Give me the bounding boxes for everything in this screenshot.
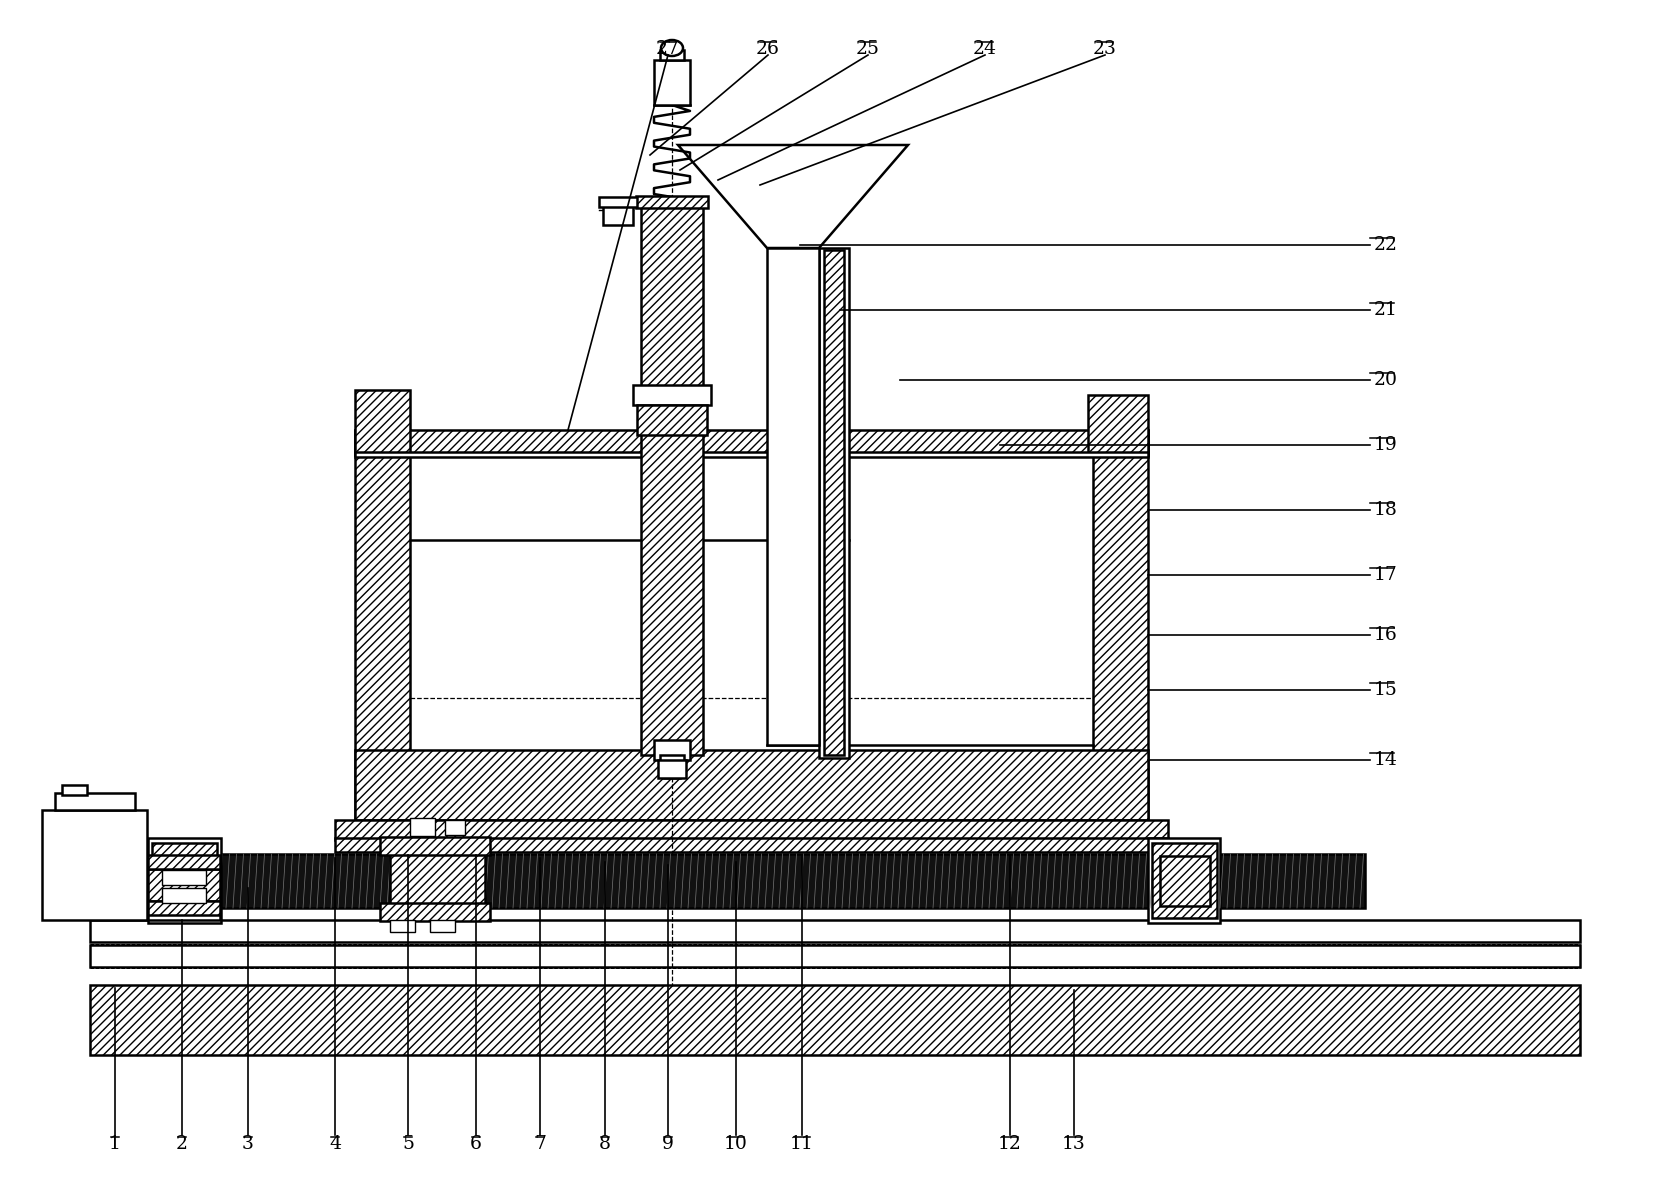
Bar xyxy=(660,49,684,60)
Bar xyxy=(380,903,490,920)
Bar xyxy=(819,248,849,758)
Bar xyxy=(635,197,707,208)
Text: 9: 9 xyxy=(662,1135,674,1153)
Bar xyxy=(354,390,410,455)
Bar xyxy=(445,820,465,834)
Bar xyxy=(211,855,1364,907)
Bar xyxy=(1093,430,1149,820)
Bar xyxy=(161,856,211,906)
Bar xyxy=(1152,843,1217,918)
Text: 4: 4 xyxy=(329,1135,341,1153)
Text: 7: 7 xyxy=(533,1135,547,1153)
Text: 25: 25 xyxy=(856,40,879,58)
Text: 23: 23 xyxy=(1093,40,1117,58)
Bar xyxy=(334,820,1169,840)
Text: 19: 19 xyxy=(1374,435,1398,454)
Text: 8: 8 xyxy=(599,1135,610,1153)
Bar xyxy=(354,750,1149,820)
Bar xyxy=(604,200,634,225)
Text: 21: 21 xyxy=(1374,301,1398,319)
Ellipse shape xyxy=(660,40,682,56)
Text: 26: 26 xyxy=(756,40,779,58)
Bar xyxy=(1088,395,1149,455)
Bar xyxy=(149,855,221,869)
Bar xyxy=(654,60,691,105)
Text: 12: 12 xyxy=(998,1135,1022,1153)
Bar xyxy=(90,985,1580,1055)
Text: 16: 16 xyxy=(1374,626,1398,644)
Bar xyxy=(149,860,221,920)
Bar xyxy=(637,405,707,435)
Bar xyxy=(390,920,415,932)
Bar xyxy=(430,920,455,932)
Bar xyxy=(660,754,684,770)
Text: 6: 6 xyxy=(470,1135,482,1153)
Text: 17: 17 xyxy=(1374,566,1398,584)
Bar xyxy=(149,902,221,915)
Bar xyxy=(664,769,681,778)
Bar xyxy=(354,430,410,820)
Text: 24: 24 xyxy=(973,40,997,58)
Text: 3: 3 xyxy=(242,1135,254,1153)
Bar xyxy=(152,843,217,918)
Bar xyxy=(599,197,637,207)
Bar xyxy=(149,869,221,902)
Bar xyxy=(90,920,1580,942)
Bar xyxy=(55,793,135,810)
Text: 22: 22 xyxy=(1374,237,1398,254)
Text: 27: 27 xyxy=(655,40,681,58)
Text: 11: 11 xyxy=(791,1135,814,1153)
Text: 13: 13 xyxy=(1062,1135,1085,1153)
Bar xyxy=(410,818,435,836)
Bar xyxy=(634,385,711,405)
Text: 15: 15 xyxy=(1374,681,1398,699)
Text: 20: 20 xyxy=(1374,371,1398,390)
Bar xyxy=(824,250,844,754)
Bar xyxy=(390,853,485,913)
Bar xyxy=(162,870,206,885)
Text: 5: 5 xyxy=(401,1135,415,1153)
Text: 1: 1 xyxy=(109,1135,120,1153)
Text: 18: 18 xyxy=(1374,501,1398,519)
Bar xyxy=(354,430,1149,455)
Bar xyxy=(149,838,221,923)
Bar xyxy=(62,785,87,794)
Bar xyxy=(42,810,147,920)
Bar xyxy=(1149,838,1221,923)
Text: 14: 14 xyxy=(1374,751,1398,769)
Bar xyxy=(654,740,691,760)
Bar xyxy=(334,838,1169,852)
Bar xyxy=(1160,856,1211,906)
Bar xyxy=(640,200,702,754)
Text: 2: 2 xyxy=(176,1135,187,1153)
Bar xyxy=(90,945,1580,967)
Bar xyxy=(162,887,206,903)
Bar xyxy=(380,837,490,855)
Text: 10: 10 xyxy=(724,1135,747,1153)
Bar xyxy=(354,452,1149,457)
Bar xyxy=(659,760,686,778)
Bar xyxy=(767,248,819,745)
